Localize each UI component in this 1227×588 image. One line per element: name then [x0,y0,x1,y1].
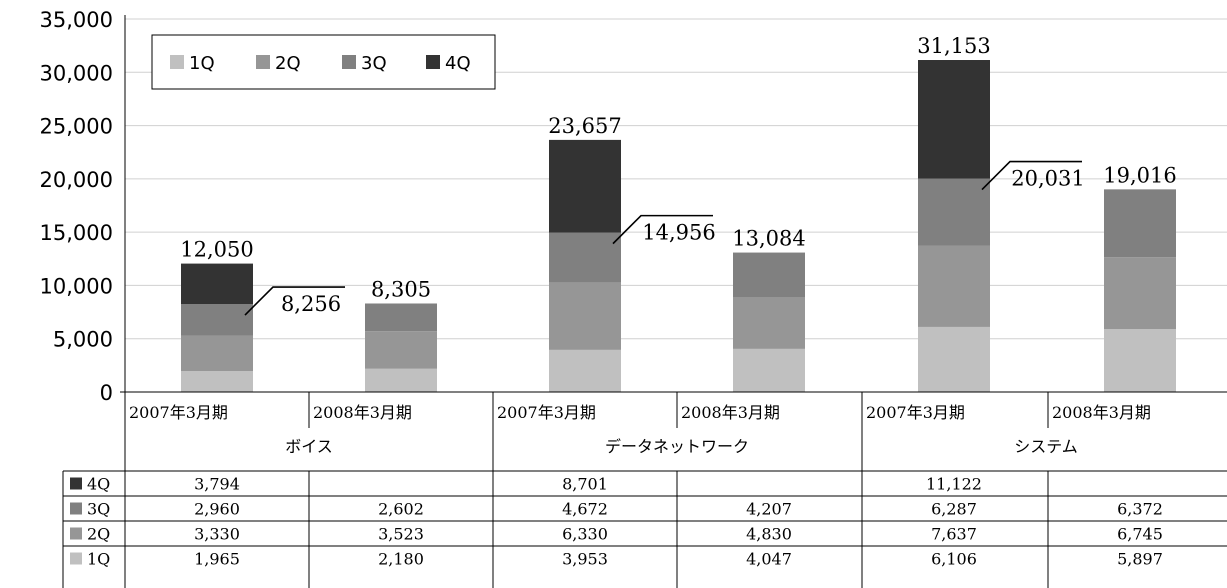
table-cell: 4,830 [746,525,792,544]
bar-segment-4Q [549,139,621,233]
total-label: 19,016 [1103,163,1176,187]
period-label: 2007年3月期 [129,403,228,422]
table-cell: 2,180 [378,550,424,569]
table-legend-key [70,527,82,540]
table-cell: 1,965 [194,550,240,569]
bar-segment-1Q [733,348,805,392]
table-cell: 2,602 [378,500,424,519]
table-cell: 6,330 [562,525,608,544]
group-label: ボイス [285,437,333,456]
bar-segment-1Q [365,368,437,392]
bars [181,60,1176,392]
table-cell: 6,106 [931,550,977,569]
legend-label: 1Q [189,53,215,74]
period-label: 2007年3月期 [497,403,596,422]
q3-cumulative-label: 20,031 [1011,167,1084,191]
y-tick-label: 15,000 [40,221,113,245]
bar-segment-1Q [181,371,253,392]
bar-segment-2Q [181,335,253,372]
q3-cumulative-label: 14,956 [642,221,715,245]
y-tick-label: 35,000 [40,8,113,32]
q3-leader-line [612,214,713,245]
y-tick-label: 20,000 [40,168,113,192]
bar-segment-2Q [365,331,437,369]
legend-swatch [342,55,356,69]
legend-swatch [426,55,440,69]
data-table: 4Q 3,794 8,701 11,122 3Q 2,960 2,602 4,672 4,207… [62,470,1227,588]
y-tick-label: 5,000 [53,328,113,352]
bar-segment-2Q [918,245,990,327]
y-tick-label: 25,000 [40,115,113,139]
table-cell: 4,207 [746,500,792,519]
period-label: 2007年3月期 [866,403,965,422]
table-cell: 5,897 [1117,550,1163,569]
bar-segment-1Q [918,326,990,392]
total-label: 12,050 [180,238,253,262]
table-cell: 6,287 [931,500,977,519]
bar-segment-3Q [733,252,805,298]
legend-label: 3Q [361,53,387,74]
bar-segment-4Q [918,60,990,179]
table-cell: 2,960 [194,500,240,519]
table-cell: 4,672 [562,500,608,519]
bar-segment-3Q [918,178,990,246]
q3-leader-line [981,160,1082,191]
bar-segment-2Q [733,297,805,349]
bar-segment-1Q [1104,329,1176,392]
legend-swatch [170,55,184,69]
data-labels: 12,050 8,305 23,657 13,084 31,153 19,016 8,256… [180,34,1176,316]
y-axis-ticks: 0 5,000 10,000 15,000 20,000 25,000 30,000 35,0… [40,8,113,405]
table-row-header: 4Q [87,475,110,494]
bar-segment-3Q [1104,189,1176,258]
period-label: 2008年3月期 [1052,403,1151,422]
table-row-header: 3Q [87,500,110,519]
total-label: 13,084 [732,227,805,251]
total-label: 31,153 [917,34,990,58]
table-cell: 3,953 [562,550,608,569]
table-legend-key [70,552,82,565]
bar-segment-2Q [549,282,621,350]
group-label: データネットワーク [605,437,749,456]
bar-segment-3Q [181,304,253,336]
total-label: 23,657 [548,114,621,138]
table-legend-key [70,477,82,490]
table-legend-key [70,502,82,515]
table-cell: 7,637 [931,525,977,544]
table-cell: 6,745 [1117,525,1163,544]
period-label: 2008年3月期 [681,403,780,422]
total-label: 8,305 [371,277,431,301]
bar-segment-1Q [549,349,621,392]
legend: 1Q 2Q 3Q 4Q [151,34,496,90]
q3-leader-line [244,286,345,316]
y-tick-label: 0 [100,381,113,405]
y-tick-label: 10,000 [40,274,113,298]
table-row-header: 1Q [87,550,110,569]
legend-label: 2Q [275,53,301,74]
group-label: システム [1014,437,1078,456]
bar-segment-3Q [365,303,437,332]
table-cell: 6,372 [1117,500,1163,519]
table-cell: 3,523 [378,525,424,544]
legend-label: 4Q [445,53,471,74]
table-cell: 11,122 [926,475,982,494]
table-cell: 3,794 [194,475,240,494]
table-cell: 3,330 [194,525,240,544]
bar-segment-3Q [549,232,621,283]
table-row-header: 2Q [87,525,110,544]
y-tick-label: 30,000 [40,61,113,85]
table-cell: 8,701 [562,475,608,494]
legend-swatch [256,55,270,69]
period-label: 2008年3月期 [313,403,412,422]
table-cell: 4,047 [746,550,792,569]
bar-segment-2Q [1104,257,1176,330]
q3-cumulative-label: 8,256 [281,292,341,316]
bar-segment-4Q [181,263,253,305]
